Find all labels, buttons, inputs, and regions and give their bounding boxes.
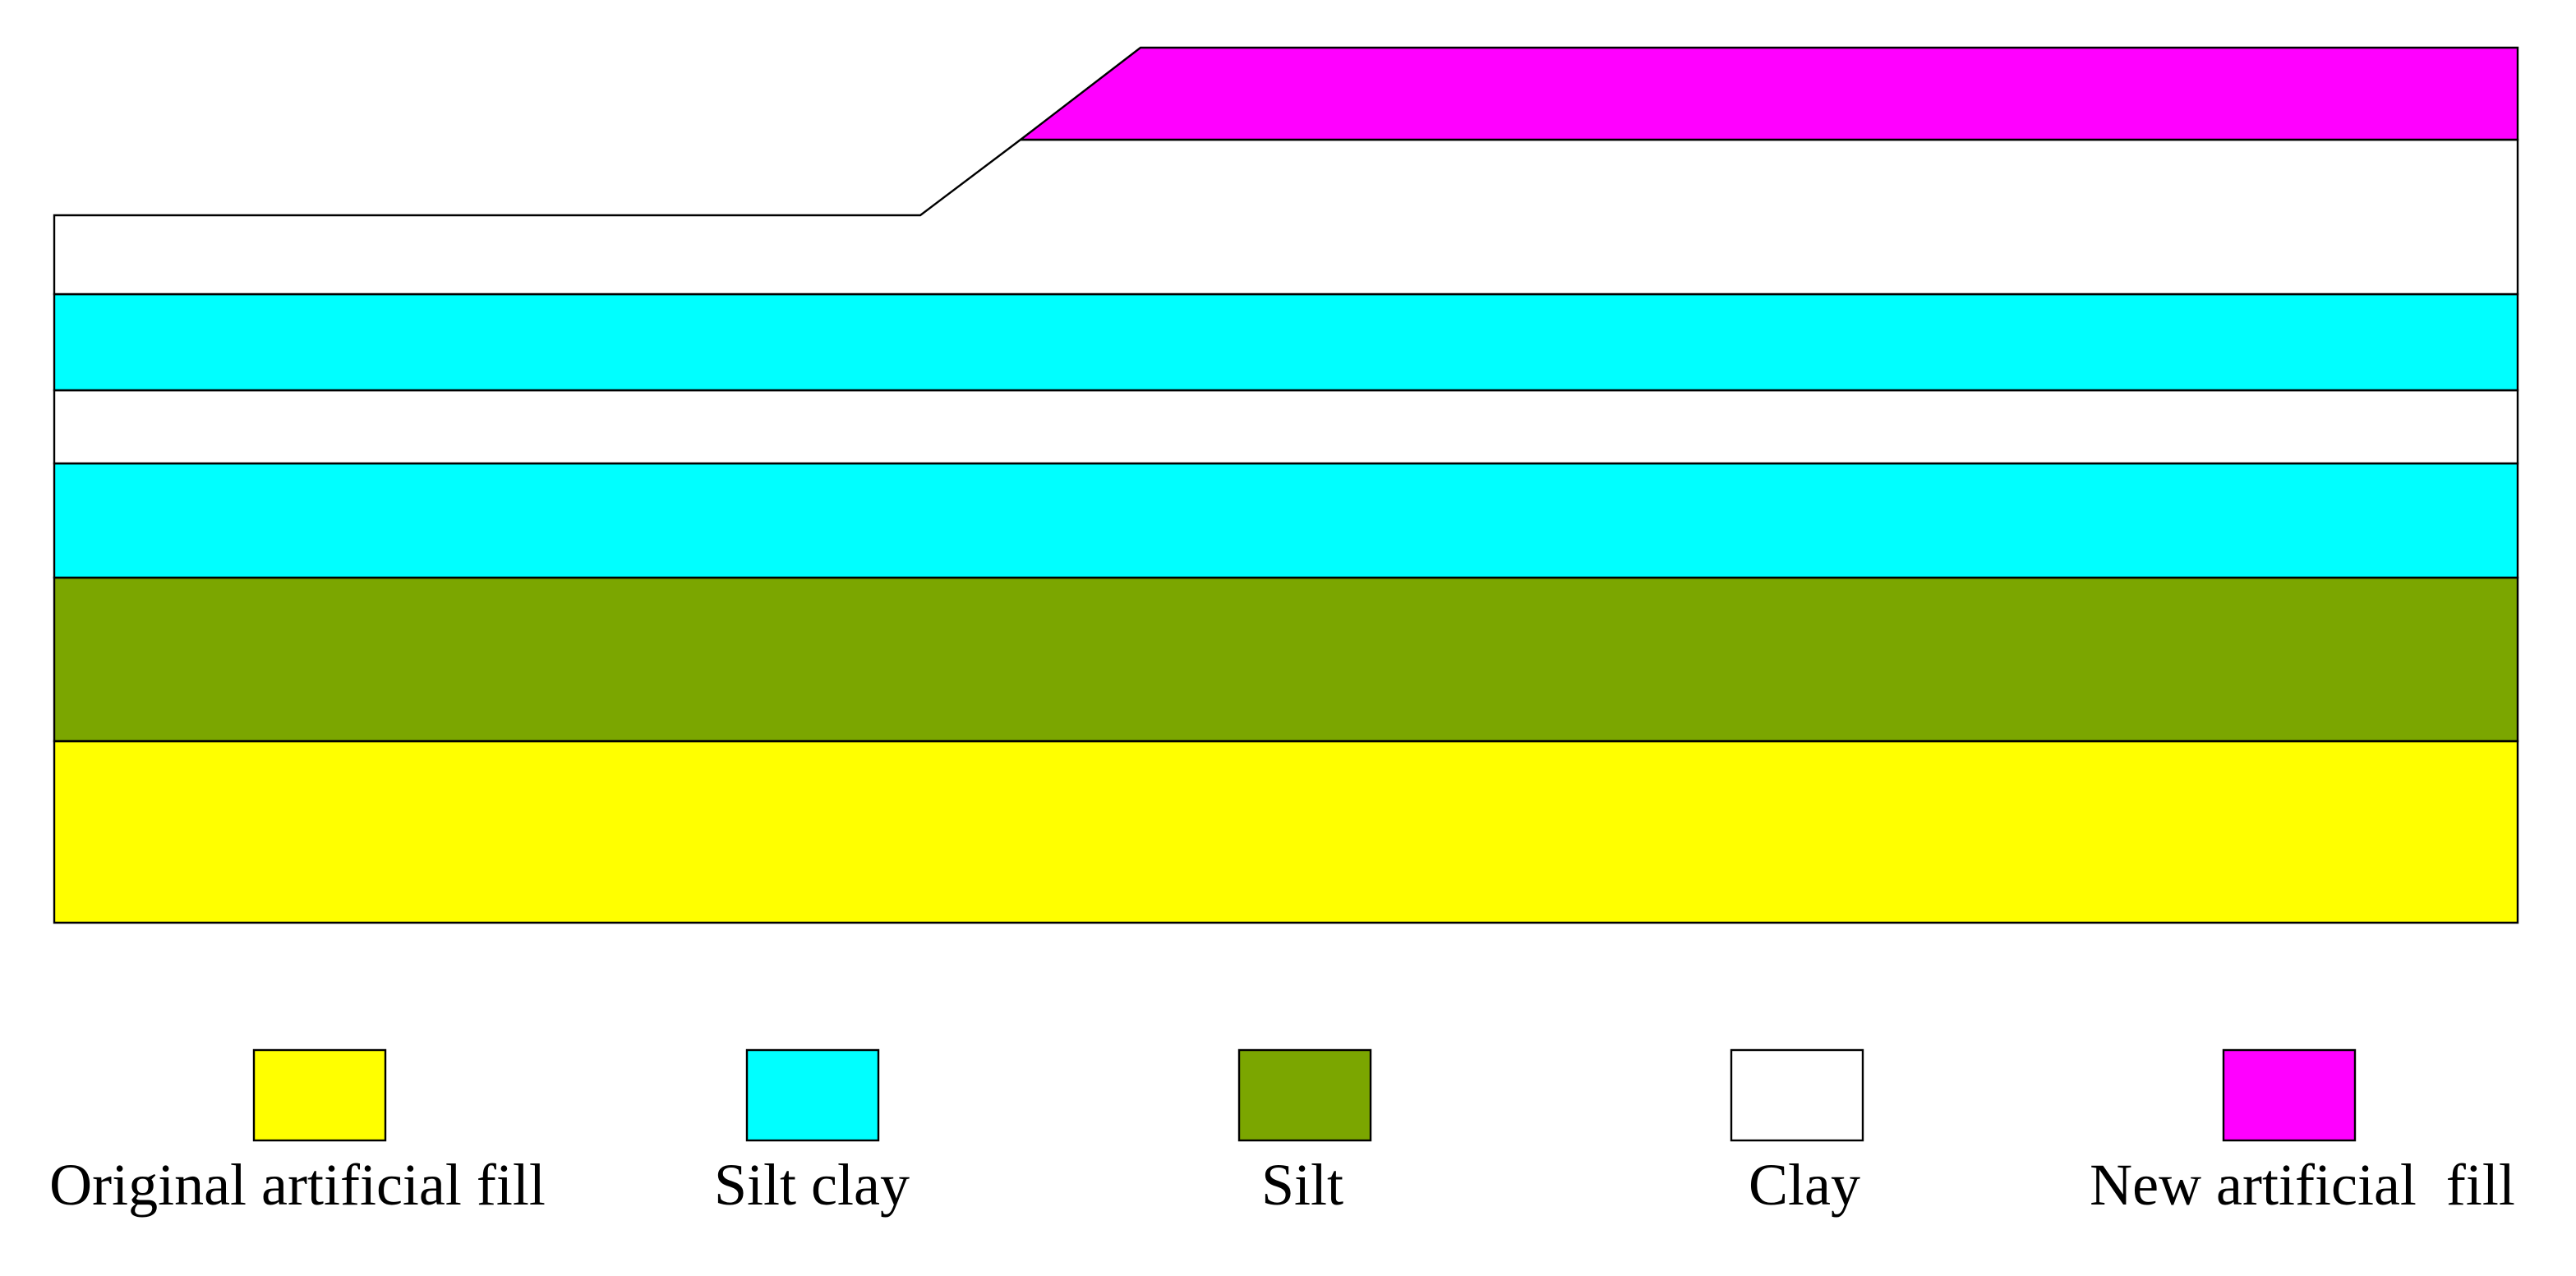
legend-swatch-silt [1237,1048,1372,1142]
layer-clay-middle [53,389,2519,465]
layer-clay-upper [53,138,2519,296]
legend-item-clay: Clay [1730,1048,1864,1218]
legend-item-new-artificial-fill: New artificial fill [2090,1048,2515,1218]
legend-item-silt-clay: Silt clay [714,1048,910,1218]
layer-silt [53,576,2519,743]
legend-swatch-silt-clay [745,1048,880,1142]
legend-item-silt: Silt [1237,1048,1372,1218]
legend-swatch-clay [1730,1048,1864,1142]
soil-layers [53,46,2519,924]
legend-label-silt-clay: Silt clay [714,1152,910,1218]
layer-silt-clay-lower [53,462,2519,579]
layer-original-artificial-fill [53,739,2519,924]
legend-label-new-artificial-fill: New artificial fill [2090,1152,2515,1218]
legend-item-original-artificial-fill: Original artificial fill [49,1048,546,1218]
legend-label-clay: Clay [1749,1152,1860,1218]
legend: Original artificial fill Silt clay Silt … [49,1048,2515,1218]
legend-swatch-new-artificial-fill [2222,1048,2357,1142]
legend-label-silt: Silt [1261,1152,1343,1218]
layer-silt-clay-upper [53,293,2519,392]
legend-label-original-artificial-fill: Original artificial fill [49,1152,546,1218]
legend-swatch-original-artificial-fill [252,1048,387,1142]
layer-new-artificial-fill [1017,46,2519,141]
